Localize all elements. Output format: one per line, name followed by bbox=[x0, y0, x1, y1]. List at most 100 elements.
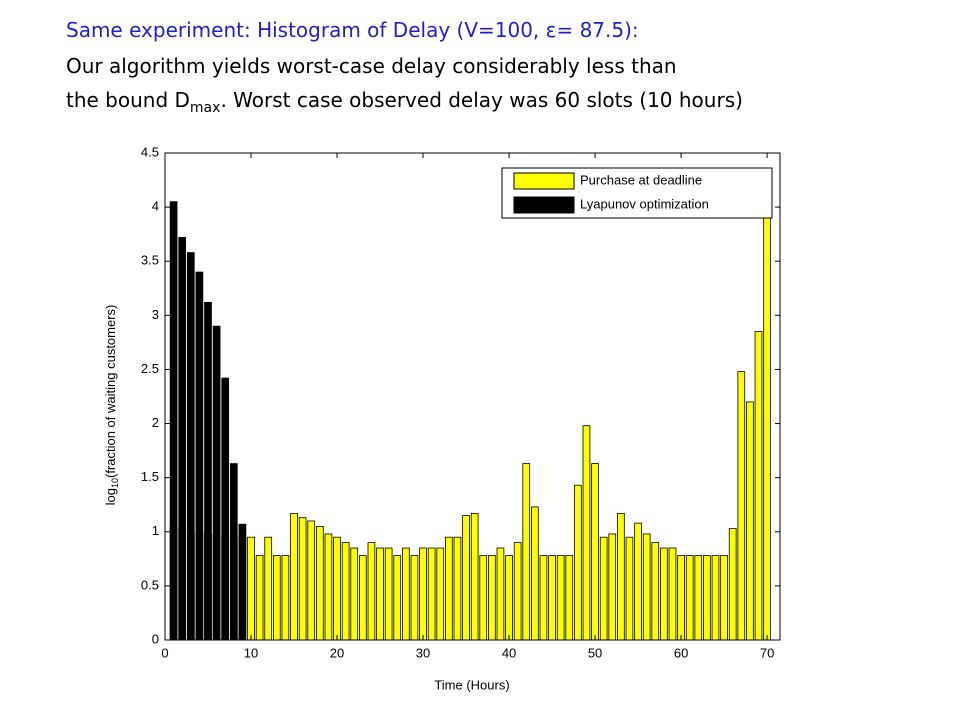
legend-swatch bbox=[513, 196, 575, 214]
legend-label: Purchase at deadline bbox=[580, 172, 702, 187]
bar bbox=[195, 271, 204, 641]
bar bbox=[376, 547, 384, 641]
bar bbox=[746, 401, 754, 641]
bar bbox=[333, 536, 341, 641]
bar bbox=[677, 555, 685, 641]
bar bbox=[315, 525, 324, 641]
subscript: max bbox=[189, 100, 221, 116]
y-tick-label: 3.5 bbox=[141, 253, 159, 268]
y-axis-label: log10(fraction of waiting customers) bbox=[103, 305, 120, 506]
bar bbox=[711, 555, 720, 641]
bar bbox=[178, 237, 187, 641]
bar bbox=[255, 555, 264, 641]
y-tick-label: 2.5 bbox=[141, 361, 159, 376]
bar bbox=[298, 517, 307, 641]
y-tick-label: 2 bbox=[152, 415, 159, 430]
legend-swatch bbox=[513, 172, 575, 190]
x-tick-label: 70 bbox=[760, 645, 774, 660]
text: the bound D bbox=[66, 88, 190, 112]
bar bbox=[737, 371, 746, 641]
bar bbox=[685, 555, 694, 641]
bar bbox=[565, 555, 574, 641]
x-axis-label: Time (Hours) bbox=[434, 677, 509, 692]
bar bbox=[763, 212, 771, 641]
bar bbox=[281, 555, 290, 641]
bar bbox=[754, 331, 763, 641]
bar bbox=[694, 555, 703, 641]
bar bbox=[642, 533, 651, 641]
bar bbox=[221, 377, 230, 641]
heading-line: Same experiment: Histogram of Delay (V=1… bbox=[66, 18, 639, 42]
bar bbox=[617, 512, 625, 641]
x-tick-label: 40 bbox=[502, 645, 516, 660]
bar bbox=[290, 512, 298, 641]
x-tick-label: 50 bbox=[588, 645, 602, 660]
bar bbox=[720, 555, 728, 641]
bar bbox=[307, 520, 316, 641]
bar bbox=[272, 555, 281, 641]
bar bbox=[350, 547, 359, 641]
bar bbox=[393, 555, 402, 641]
bar bbox=[651, 542, 660, 641]
x-tick-label: 30 bbox=[416, 645, 430, 660]
bar bbox=[668, 547, 677, 641]
subscript: 10 bbox=[110, 478, 120, 488]
bar bbox=[608, 533, 617, 641]
bar bbox=[599, 536, 608, 641]
bar bbox=[470, 512, 479, 641]
text: . Worst case observed delay was 60 slots… bbox=[220, 88, 743, 112]
text: (fraction of waiting customers) bbox=[103, 305, 118, 478]
bar bbox=[204, 301, 212, 641]
bar bbox=[401, 547, 410, 641]
bar bbox=[410, 555, 419, 641]
heading-line: the bound Dmax. Worst case observed dela… bbox=[66, 88, 743, 116]
bar bbox=[522, 463, 531, 641]
heading-line: Our algorithm yields worst-case delay co… bbox=[66, 54, 677, 78]
bar bbox=[582, 425, 591, 641]
bar bbox=[358, 555, 367, 641]
y-tick-label: 1 bbox=[152, 523, 159, 538]
bar bbox=[574, 484, 582, 641]
plot-frame bbox=[164, 152, 781, 641]
bar bbox=[488, 555, 496, 641]
bar bbox=[341, 542, 350, 641]
bar bbox=[238, 523, 247, 641]
x-tick-label: 10 bbox=[244, 645, 258, 660]
bar bbox=[324, 533, 333, 641]
bar bbox=[539, 555, 548, 641]
bar bbox=[703, 555, 711, 641]
bar bbox=[531, 506, 539, 641]
bar bbox=[513, 542, 522, 641]
bar bbox=[556, 555, 565, 641]
legend-label: Lyapunov optimization bbox=[580, 196, 709, 211]
bar bbox=[247, 536, 255, 641]
bar bbox=[427, 547, 436, 641]
bar bbox=[436, 547, 445, 641]
bar bbox=[229, 463, 238, 641]
bar bbox=[728, 528, 737, 641]
bar bbox=[462, 515, 470, 641]
bar bbox=[384, 547, 393, 641]
bar bbox=[186, 252, 195, 641]
bar bbox=[445, 536, 453, 641]
y-tick-label: 1.5 bbox=[141, 469, 159, 484]
bar bbox=[169, 201, 178, 641]
y-tick-label: 4 bbox=[152, 199, 159, 214]
bar bbox=[419, 547, 427, 641]
text: log bbox=[103, 488, 118, 505]
y-tick-label: 3 bbox=[152, 307, 159, 322]
bar bbox=[505, 555, 513, 641]
y-tick-label: 4.5 bbox=[141, 144, 159, 159]
bar bbox=[634, 522, 642, 641]
bar bbox=[496, 547, 505, 641]
bar bbox=[453, 536, 462, 641]
bar bbox=[660, 547, 668, 641]
x-tick-label: 20 bbox=[330, 645, 344, 660]
bar bbox=[264, 536, 273, 641]
x-tick-label: 0 bbox=[161, 645, 168, 660]
bar bbox=[548, 555, 556, 641]
y-tick-label: 0 bbox=[152, 631, 159, 646]
bar bbox=[625, 536, 634, 641]
